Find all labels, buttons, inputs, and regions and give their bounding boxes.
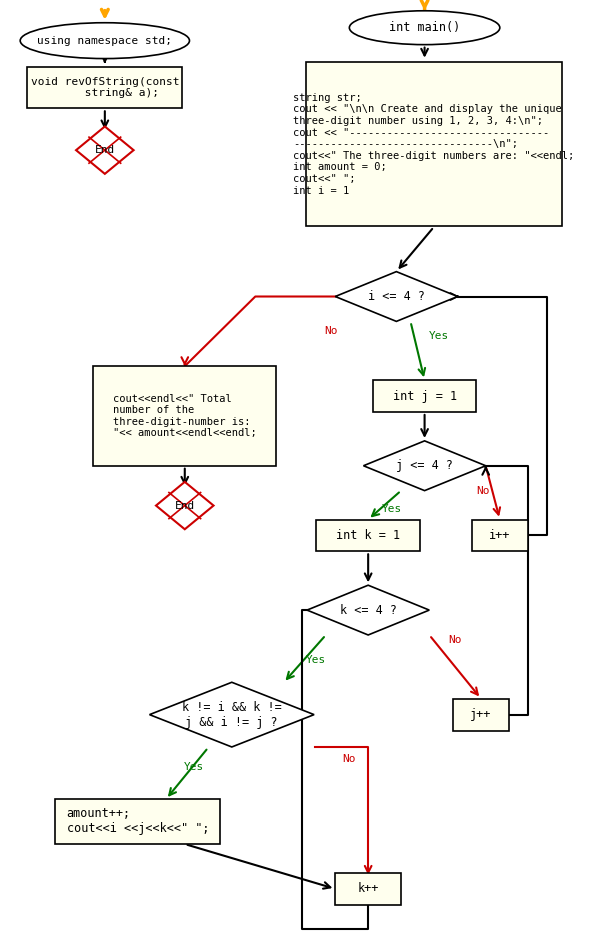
Polygon shape — [150, 682, 314, 747]
Text: string str;
cout << "\n\n Create and display the unique
three-digit number using: string str; cout << "\n\n Create and dis… — [294, 93, 574, 196]
Text: No: No — [324, 326, 337, 336]
Text: j++: j++ — [470, 708, 492, 722]
FancyBboxPatch shape — [373, 381, 476, 412]
Polygon shape — [335, 271, 458, 321]
Text: k <= 4 ?: k <= 4 ? — [340, 604, 397, 617]
Text: amount++;
cout<<i <<j<<k<<" ";: amount++; cout<<i <<j<<k<<" "; — [66, 807, 209, 836]
Ellipse shape — [20, 23, 189, 58]
Text: i <= 4 ?: i <= 4 ? — [368, 290, 425, 303]
FancyBboxPatch shape — [471, 519, 528, 551]
FancyBboxPatch shape — [306, 62, 562, 226]
Text: End: End — [95, 145, 115, 155]
Text: k != i && k !=
j && i != j ?: k != i && k != j && i != j ? — [182, 701, 282, 728]
FancyBboxPatch shape — [316, 519, 420, 551]
Text: void revOfString(const
     string& a);: void revOfString(const string& a); — [31, 76, 179, 98]
Text: Yes: Yes — [184, 762, 204, 772]
Text: int main(): int main() — [389, 22, 460, 34]
Text: No: No — [476, 486, 489, 495]
Polygon shape — [364, 441, 486, 491]
FancyBboxPatch shape — [93, 366, 277, 465]
FancyBboxPatch shape — [335, 873, 401, 904]
Text: Yes: Yes — [382, 504, 402, 513]
Text: using namespace std;: using namespace std; — [37, 36, 173, 45]
Text: int k = 1: int k = 1 — [336, 528, 400, 542]
Text: No: No — [343, 755, 356, 764]
Text: i++: i++ — [489, 528, 510, 542]
Text: Yes: Yes — [306, 655, 326, 665]
Text: Yes: Yes — [428, 332, 449, 341]
FancyBboxPatch shape — [27, 67, 183, 108]
Text: int j = 1: int j = 1 — [392, 390, 456, 402]
FancyBboxPatch shape — [56, 799, 220, 843]
Ellipse shape — [349, 10, 500, 44]
Text: j <= 4 ?: j <= 4 ? — [396, 460, 453, 472]
Text: k++: k++ — [358, 883, 379, 895]
Text: End: End — [175, 500, 195, 511]
Polygon shape — [156, 482, 214, 529]
Text: No: No — [448, 635, 461, 645]
Polygon shape — [307, 585, 429, 635]
Text: cout<<endl<<" Total
number of the
three-digit-number is:
"<< amount<<endl<<endl;: cout<<endl<<" Total number of the three-… — [113, 394, 256, 438]
Polygon shape — [76, 126, 134, 174]
FancyBboxPatch shape — [453, 699, 509, 731]
